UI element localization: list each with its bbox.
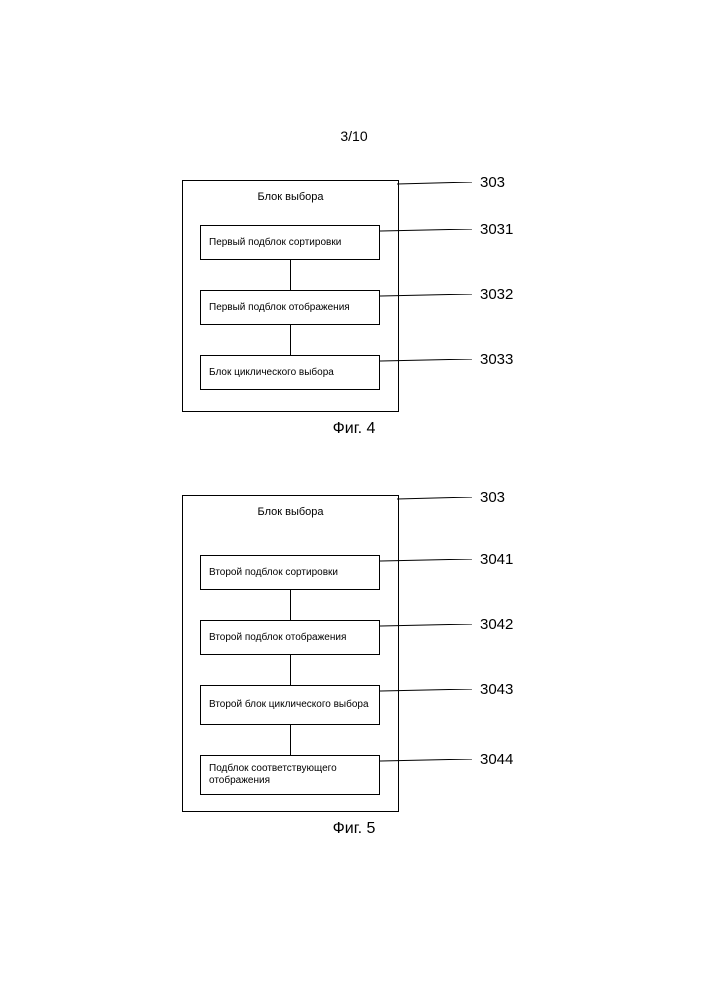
- fig5-block-3-text: Подблок соответствующего отображения: [209, 763, 371, 787]
- fig4-ref-container: 303: [480, 174, 505, 191]
- fig4-connector-1: [290, 325, 291, 355]
- fig5-ref-1: 3042: [480, 616, 513, 633]
- fig5-connector-1: [290, 655, 291, 685]
- fig5-block-0: Второй подблок сортировки: [200, 555, 380, 590]
- fig5-ref-container: 303: [480, 489, 505, 506]
- fig4-leader-container: [397, 182, 474, 186]
- fig5-connector-0: [290, 590, 291, 620]
- fig4-connector-0: [290, 260, 291, 290]
- fig5-block-2-text: Второй блок циклического выбора: [209, 699, 369, 711]
- fig4-block-2-text: Блок циклического выбора: [209, 367, 334, 379]
- fig5-ref-2: 3043: [480, 681, 513, 698]
- fig5-ref-0: 3041: [480, 551, 513, 568]
- fig5-block-2: Второй блок циклического выбора: [200, 685, 380, 725]
- fig4-block-1: Первый подблок отображения: [200, 290, 380, 325]
- page-number: 3/10: [340, 128, 367, 144]
- fig4-ref-2: 3033: [480, 351, 513, 368]
- fig5-caption: Фиг. 5: [333, 820, 376, 838]
- fig4-block-0-text: Первый подблок сортировки: [209, 237, 341, 249]
- fig4-ref-0: 3031: [480, 221, 513, 238]
- fig5-ref-3: 3044: [480, 751, 513, 768]
- fig4-block-0: Первый подблок сортировки: [200, 225, 380, 260]
- fig5-block-1: Второй подблок отображения: [200, 620, 380, 655]
- fig5-block-0-text: Второй подблок сортировки: [209, 567, 338, 579]
- fig5-leader-container: [397, 497, 474, 501]
- fig4-caption: Фиг. 4: [333, 420, 376, 438]
- fig4-block-1-text: Первый подблок отображения: [209, 302, 350, 314]
- fig4-ref-1: 3032: [480, 286, 513, 303]
- fig5-connector-2: [290, 725, 291, 755]
- page: 3/10 Блок выбора Первый подблок сортиров…: [0, 0, 708, 1000]
- fig5-block-3: Подблок соответствующего отображения: [200, 755, 380, 795]
- fig5-block-1-text: Второй подблок отображения: [209, 632, 346, 644]
- fig4-container-title: Блок выбора: [257, 191, 323, 203]
- fig4-block-2: Блок циклического выбора: [200, 355, 380, 390]
- fig5-container-title: Блок выбора: [257, 506, 323, 518]
